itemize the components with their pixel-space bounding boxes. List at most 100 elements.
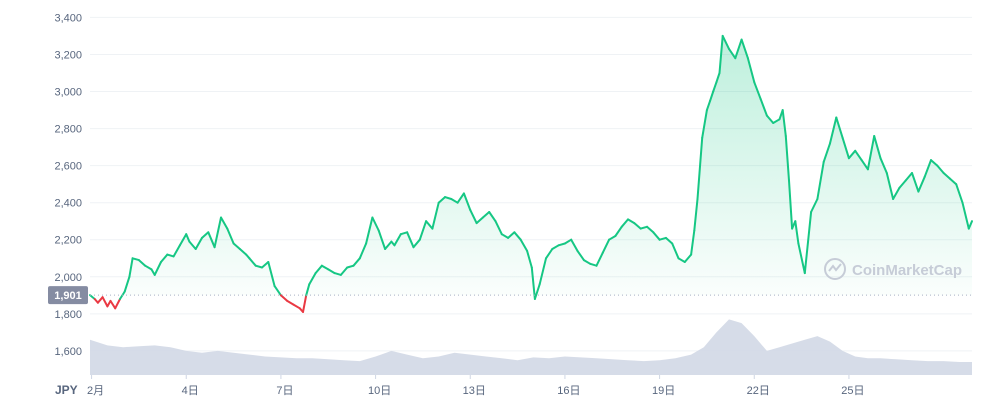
price-line-segment (96, 296, 104, 304)
price-line-segment (137, 259, 147, 267)
price-line-segment (431, 201, 440, 230)
price-line-segment (841, 136, 850, 160)
price-line-segment (101, 296, 109, 308)
y-tick-label: 2,800 (54, 124, 82, 136)
price-line-segment (690, 229, 696, 256)
price-line-segment (109, 299, 117, 310)
price-line-segment (305, 283, 311, 297)
price-line-segment (734, 38, 743, 60)
price-line-segment (709, 90, 715, 102)
x-tick-label: 25日 (841, 385, 864, 397)
price-line-segment (513, 231, 522, 241)
price-line-segment (302, 294, 308, 313)
price-line-segment (715, 72, 721, 84)
price-line-segment (418, 220, 428, 241)
price-line-segment (292, 303, 301, 310)
price-line-segment (854, 149, 863, 162)
price-line-segment (166, 253, 175, 258)
price-line-segment (961, 201, 970, 230)
axes: JPY 1,600 1,800 2,000 2,200 2,400 2,600 2,800 3… (54, 12, 864, 397)
reference-price-label: 1,901 (54, 290, 82, 302)
price-line-segment (444, 196, 453, 200)
price-line-segment (481, 211, 491, 219)
price-line-segment (701, 109, 708, 139)
price-area (90, 35, 972, 296)
price-line-segment (551, 244, 560, 250)
price-line-segment (384, 240, 393, 250)
price-line-segment (601, 238, 611, 254)
price-line-segment (948, 177, 958, 186)
price-line-segment (123, 275, 131, 293)
price-line-segment (930, 159, 939, 167)
x-tick-label: 4日 (182, 385, 199, 397)
price-line-segment (507, 231, 516, 239)
price-line-segment (194, 236, 203, 250)
price-line-segment (358, 242, 368, 260)
price-line-segment (620, 218, 629, 228)
price-line-segment (188, 240, 197, 250)
price-line-segment (582, 259, 592, 265)
price-line-segment (437, 196, 446, 204)
price-line (89, 34, 973, 313)
price-line-segment (412, 238, 421, 249)
price-line-segment (519, 238, 529, 252)
price-line-segment (248, 257, 257, 267)
coinmarketcap-logo-mark (828, 263, 842, 272)
price-line-segment (185, 233, 191, 243)
price-line-segment (576, 249, 585, 262)
x-tick-label: 16日 (557, 385, 580, 397)
price-line-segment (279, 294, 289, 302)
price-line-segment (595, 251, 604, 267)
price-line-segment (740, 38, 749, 60)
price-line-segment (462, 192, 472, 212)
price-line-segment (254, 264, 263, 269)
x-tick-label: 10日 (368, 385, 391, 397)
price-line-segment (829, 116, 838, 145)
price-line-segment (425, 220, 434, 230)
price-line-segment (469, 209, 478, 225)
price-line-segment (728, 47, 737, 60)
price-line-segment (327, 268, 336, 275)
price-line-segment (128, 257, 134, 278)
price-line-segment (759, 97, 768, 117)
price-line-segment (172, 244, 181, 258)
price-line-segment (693, 198, 699, 232)
price-line-segment (765, 114, 775, 124)
price-line-segment (633, 222, 642, 230)
price-line-segment (377, 229, 387, 250)
price-line-segment (500, 233, 510, 239)
price-line-segment (393, 233, 402, 247)
price-line-segment (860, 159, 869, 171)
price-line-segment (320, 264, 330, 271)
x-tick-label: 2月 (87, 385, 104, 397)
price-line-segment (639, 225, 648, 230)
y-tick-label: 3,200 (54, 49, 82, 61)
price-line-segment (898, 179, 907, 189)
y-tick-label: 2,000 (54, 272, 82, 284)
x-tick-label: 13日 (463, 385, 486, 397)
price-line-segment (475, 216, 484, 225)
price-line-segment (314, 264, 323, 275)
price-line-segment (816, 160, 825, 200)
price-line-segment (652, 231, 661, 241)
price-line-segment (286, 299, 295, 306)
price-line-segment (955, 183, 964, 204)
price-line-segment (885, 172, 895, 200)
price-line-segment (399, 231, 409, 236)
price-line-segment (339, 266, 349, 276)
watermark: CoinMarketCap (824, 258, 962, 280)
price-line-segment (822, 142, 831, 163)
price-line-segment (89, 294, 96, 300)
y-tick-label: 3,000 (54, 87, 82, 99)
price-line-segment (873, 135, 882, 160)
price-line-segment (892, 186, 901, 200)
price-line-segment (538, 257, 547, 286)
price-line-segment (226, 227, 235, 245)
watermark-text: CoinMarketCap (852, 262, 962, 279)
price-line-segment (923, 159, 932, 178)
price-line-segment (696, 136, 704, 200)
price-line-segment (488, 211, 497, 223)
price-line-segment (664, 236, 674, 245)
coinmarketcap-logo-icon (824, 258, 846, 280)
volume-area-shape (90, 319, 972, 375)
